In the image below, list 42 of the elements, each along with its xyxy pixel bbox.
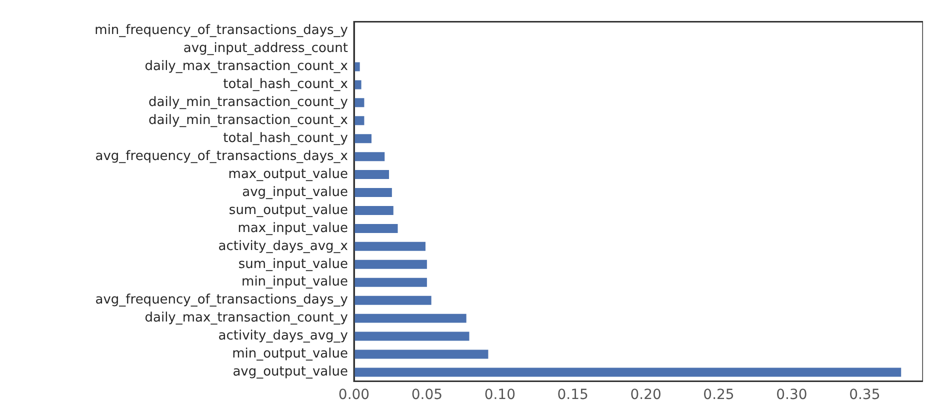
- y-tick-label: sum_output_value: [228, 202, 348, 218]
- y-tick-label: total_hash_count_y: [223, 130, 348, 146]
- y-tick-label: daily_max_transaction_count_x: [144, 59, 348, 74]
- y-tick-label: min_input_value: [242, 274, 348, 290]
- bar: [354, 260, 427, 269]
- y-tick-label: min_output_value: [232, 346, 348, 362]
- y-tick-label: max_output_value: [228, 166, 348, 182]
- bar: [354, 224, 398, 233]
- y-tick-label: avg_input_address_count: [183, 41, 348, 56]
- bar: [354, 332, 470, 341]
- x-tick-label: 0.05: [411, 387, 443, 404]
- x-tick-label: 0.15: [557, 387, 588, 404]
- x-tick-label: 0.00: [338, 387, 370, 404]
- y-tick-label: max_input_value: [238, 220, 348, 236]
- x-tick-label: 0.10: [484, 387, 516, 404]
- y-tick-label: avg_output_value: [232, 364, 348, 380]
- y-tick-label: daily_max_transaction_count_y: [144, 310, 348, 326]
- y-tick-label: daily_min_transaction_count_x: [148, 113, 348, 128]
- bar: [354, 314, 466, 323]
- y-tick-label: avg_frequency_of_transactions_days_y: [95, 292, 348, 308]
- y-tick-label: activity_days_avg_x: [218, 238, 348, 254]
- x-tick-label: 0.35: [849, 387, 880, 404]
- y-tick-label: avg_input_value: [242, 184, 348, 200]
- bar: [354, 134, 372, 144]
- x-tick-label: 0.30: [776, 387, 808, 404]
- y-tick-label: sum_input_value: [238, 256, 348, 272]
- bar: [354, 188, 392, 198]
- y-tick-label: daily_min_transaction_count_y: [148, 95, 348, 110]
- bar: [354, 368, 902, 377]
- y-tick-label: avg_frequency_of_transactions_days_x: [95, 148, 348, 164]
- bar: [354, 170, 390, 180]
- bar: [354, 350, 488, 359]
- bar: [354, 242, 426, 251]
- bar: [354, 152, 385, 162]
- x-tick-label: 0.20: [630, 387, 662, 404]
- bar: [354, 278, 427, 287]
- bar: [354, 206, 394, 215]
- bar: [354, 296, 432, 305]
- y-tick-label: min_frequency_of_transactions_days_y: [94, 23, 348, 38]
- y-tick-label: total_hash_count_x: [223, 77, 348, 92]
- y-tick-label: activity_days_avg_y: [218, 328, 348, 344]
- x-tick-label: 0.25: [703, 387, 734, 404]
